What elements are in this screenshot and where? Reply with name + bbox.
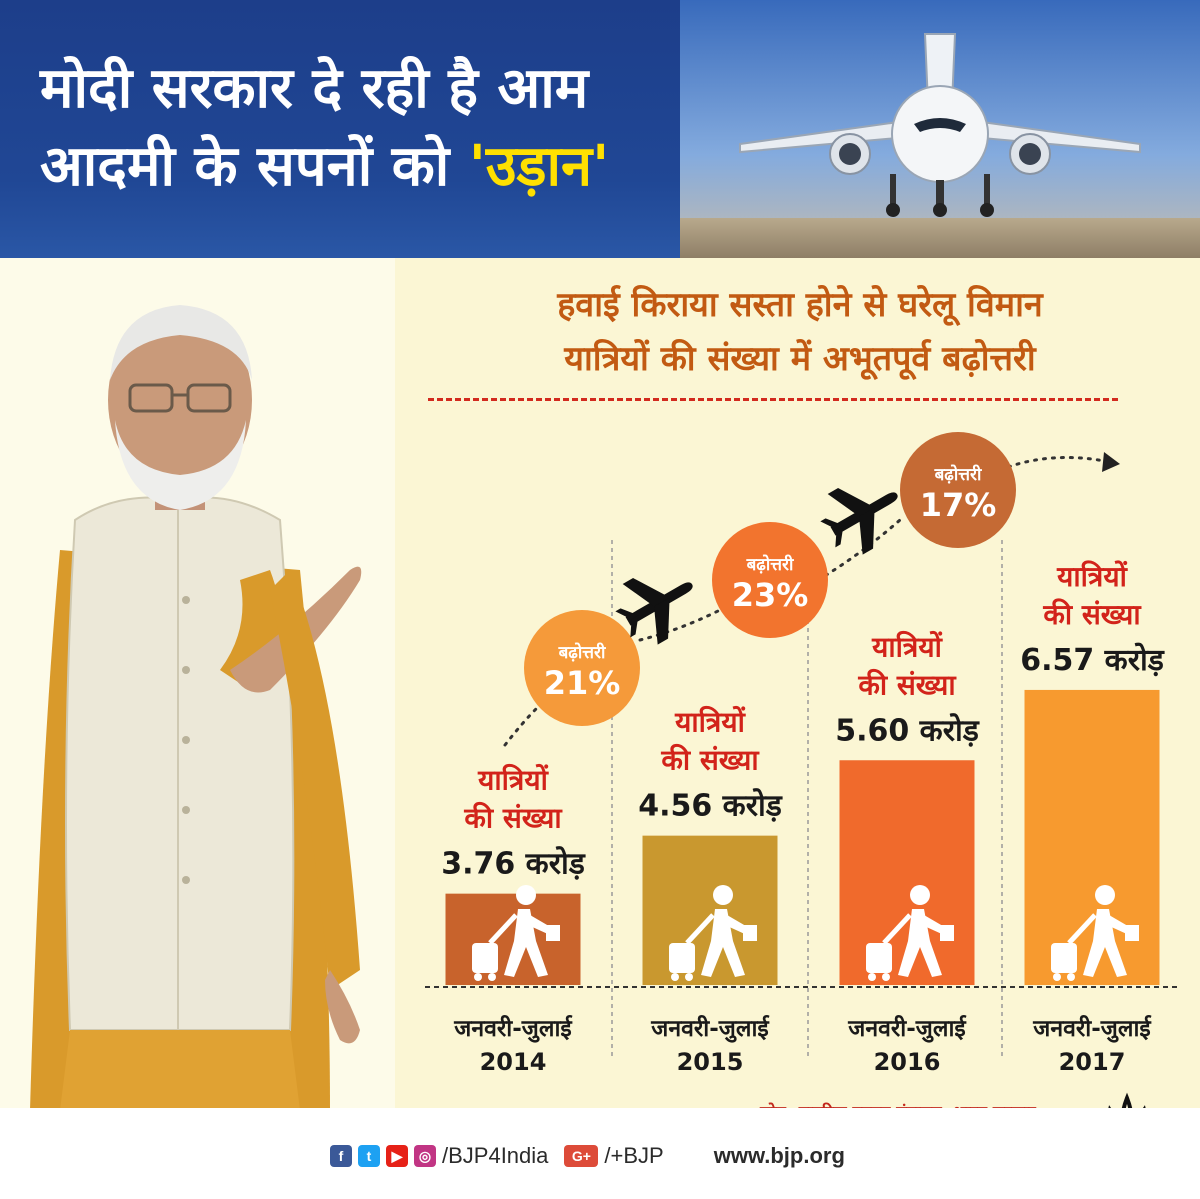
growth-label-2: बढ़ोत्तरी xyxy=(746,554,794,575)
website-link[interactable]: www.bjp.org xyxy=(713,1143,845,1168)
header-title-highlight: 'उड़ान' xyxy=(468,134,610,199)
growth-bubble-3 xyxy=(900,432,1016,548)
growth-value-1: 21% xyxy=(544,664,621,702)
traveler-icon xyxy=(1051,885,1139,981)
header-title-line2: आदमी के सपनों को 'उड़ान' xyxy=(40,128,609,206)
footer-bar: f t ▶ ◎ /BJP4India G+ /+BJP www.bjp.org xyxy=(0,1108,1200,1199)
value-label-1: 3.76 करोड़ xyxy=(441,846,586,882)
growth-bubble-2 xyxy=(712,522,828,638)
bar-caption-line1-2: यात्रियों xyxy=(674,706,746,739)
category-label-line2-1: 2014 xyxy=(480,1048,547,1076)
bar-caption-line2-4: की संख्या xyxy=(1042,598,1142,631)
social-links: f t ▶ ◎ /BJP4India G+ /+BJP www.bjp.org xyxy=(330,1143,845,1169)
bar-caption-line2-2: की संख्या xyxy=(660,744,760,777)
bar-caption-line2-1: की संख्या xyxy=(463,802,563,835)
growth-value-3: 17% xyxy=(920,486,997,524)
bar-caption-line1-4: यात्रियों xyxy=(1056,560,1128,593)
growth-value-2: 23% xyxy=(732,576,809,614)
social-handle[interactable]: /BJP4India xyxy=(442,1143,549,1168)
leader-portrait-illustration xyxy=(30,305,362,1110)
traveler-icon xyxy=(472,885,560,981)
instagram-icon[interactable]: ◎ xyxy=(414,1145,436,1167)
growth-trend-line xyxy=(503,456,1112,747)
trend-arrowhead xyxy=(1102,452,1120,472)
bar-4 xyxy=(1024,689,1160,985)
header-title-line2-prefix: आदमी के सपनों को xyxy=(40,134,469,199)
runway-background xyxy=(680,218,1200,258)
chart-subtitle-line2: यात्रियों की संख्या में अभूतपूर्व बढ़ोत्… xyxy=(564,339,1036,379)
google-plus-handle[interactable]: /+BJP xyxy=(604,1143,664,1168)
category-label-line2-4: 2017 xyxy=(1059,1048,1126,1076)
twitter-icon[interactable]: t xyxy=(358,1145,380,1167)
bar-caption-line1-1: यात्रियों xyxy=(477,764,549,797)
value-label-2: 4.56 करोड़ xyxy=(638,788,783,824)
airliner-illustration xyxy=(739,33,1141,217)
category-label-line2-3: 2016 xyxy=(874,1048,941,1076)
category-label-line1-1: जनवरी-जुलाई xyxy=(453,1014,573,1043)
category-label-line1-2: जनवरी-जुलाई xyxy=(650,1014,770,1043)
growth-label-1: बढ़ोत्तरी xyxy=(558,642,606,663)
category-label-line2-2: 2015 xyxy=(677,1048,744,1076)
growth-label-3: बढ़ोत्तरी xyxy=(934,464,982,485)
traveler-icon xyxy=(866,885,954,981)
growth-bubble-1 xyxy=(524,610,640,726)
airplane-icon xyxy=(615,578,693,645)
passenger-bar-chart: 3.76 करोड़ की संख्या यात्रियों जनवरी-जुलाई 2… xyxy=(425,432,1180,1076)
header-banner: मोदी सरकार दे रही है आम आदमी के सपनों को… xyxy=(0,0,1200,258)
header-title-line1: मोदी सरकार दे रही है आम xyxy=(40,56,589,121)
airplane-icon xyxy=(820,488,898,555)
facebook-icon[interactable]: f xyxy=(330,1145,352,1167)
bar-caption-line2-3: की संख्या xyxy=(857,668,957,701)
dashed-divider xyxy=(428,398,1118,401)
traveler-icon xyxy=(669,885,757,981)
value-label-4: 6.57 करोड़ xyxy=(1020,642,1165,678)
bar-caption-line1-3: यात्रियों xyxy=(871,630,943,663)
google-plus-icon[interactable]: G+ xyxy=(564,1145,599,1167)
youtube-icon[interactable]: ▶ xyxy=(386,1145,408,1167)
value-label-3: 5.60 करोड़ xyxy=(835,712,980,748)
chart-subtitle-line1: हवाई किराया सस्ता होने से घरेलू विमान xyxy=(557,285,1043,325)
category-label-line1-4: जनवरी-जुलाई xyxy=(1032,1014,1152,1043)
category-label-line1-3: जनवरी-जुलाई xyxy=(847,1014,967,1043)
